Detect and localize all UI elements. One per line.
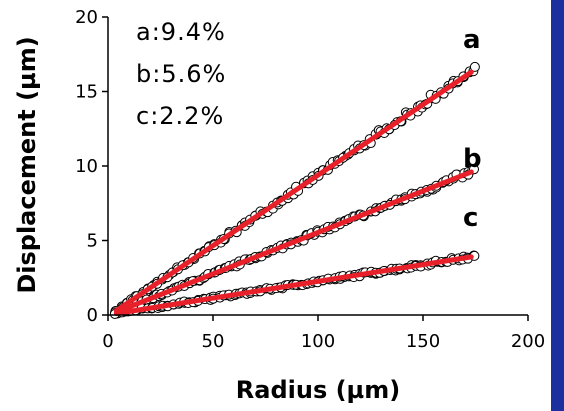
- y-tick-label: 10: [75, 156, 98, 177]
- series-label-c: c: [463, 203, 478, 233]
- annotation-b: b:5.6%: [136, 60, 226, 88]
- fit-line-a: [113, 69, 474, 314]
- x-tick-label: 100: [301, 331, 335, 352]
- x-tick-label: 0: [102, 331, 113, 352]
- x-tick-label: 150: [406, 331, 440, 352]
- annotation-a: a:9.4%: [136, 18, 226, 46]
- ticks-layer: 0 50 100 150 200 0 5 10 15 20: [75, 7, 545, 352]
- edge-bar: [551, 0, 564, 411]
- annotation-c: c:2.2%: [136, 102, 224, 130]
- y-tick-label: 20: [75, 7, 98, 28]
- fit-line-c: [113, 254, 474, 317]
- series-label-b: b: [463, 144, 482, 174]
- series-label-a: a: [463, 25, 481, 55]
- y-tick-label: 5: [87, 231, 98, 252]
- y-axis-title: Displacement (µm): [13, 36, 41, 293]
- y-tick-label: 0: [87, 305, 98, 326]
- x-tick-label: 50: [202, 331, 225, 352]
- fit-lines-layer: [113, 69, 474, 317]
- x-axis-title: Radius (µm): [236, 376, 400, 404]
- y-tick-label: 15: [75, 82, 98, 103]
- scatter-chart: 0 50 100 150 200 0 5 10 15 20 Radius (µm) Displac…: [13, 7, 545, 404]
- series-a-point: [469, 61, 480, 72]
- fit-line-b: [113, 169, 474, 315]
- x-tick-label: 200: [511, 331, 545, 352]
